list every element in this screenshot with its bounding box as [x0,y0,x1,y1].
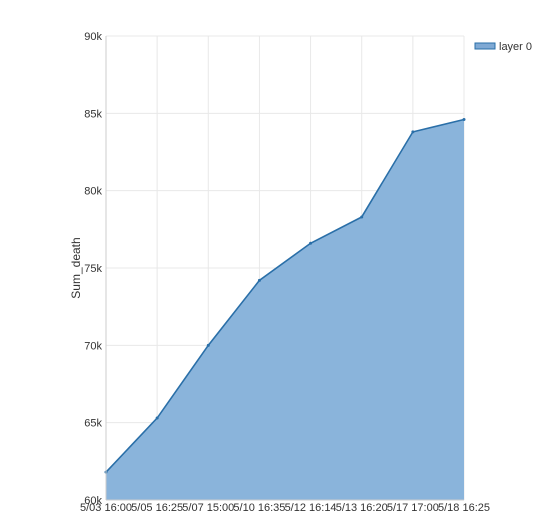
y-tick-label: 60k [84,495,102,507]
y-tick-label: 65k [84,418,102,430]
data-point[interactable] [462,118,466,122]
x-tick-label: 5/12 16:14 [285,502,337,514]
area-fill [106,119,464,501]
y-tick-label: 90k [84,31,102,43]
x-tick-label: 5/18 16:25 [438,502,490,514]
y-tick-label: 75k [84,263,102,275]
x-tick-label: 5/17 17:00 [387,502,439,514]
x-tick-label: 5/07 15:00 [182,502,234,514]
y-tick-label: 85k [84,108,102,120]
legend-swatch [474,42,496,50]
data-point[interactable] [206,343,210,347]
data-point[interactable] [257,278,261,282]
data-point[interactable] [309,241,313,245]
x-tick-labels: 5/03 16:00 5/05 16:25 5/07 15:00 5/10 16:35… [80,502,490,514]
y-tick-label: 70k [84,340,102,352]
data-point[interactable] [360,215,364,219]
data-point[interactable] [411,130,415,134]
y-tick-labels: 60k 65k 70k 75k 80k 85k 90k [84,31,102,507]
legend-label: layer 0 [499,41,532,53]
area-series [104,118,466,501]
axes [105,36,464,501]
data-point[interactable] [155,416,159,420]
y-axis-title: Sum_death [69,237,83,298]
x-tick-label: 5/03 16:00 [80,502,132,514]
x-tick-label: 5/13 16:20 [336,502,388,514]
x-tick-label: 5/10 16:35 [233,502,285,514]
x-tick-label: 5/05 16:25 [131,502,183,514]
series-line[interactable] [105,118,465,473]
legend[interactable]: layer 0 [474,41,532,53]
y-tick-label: 80k [84,186,102,198]
